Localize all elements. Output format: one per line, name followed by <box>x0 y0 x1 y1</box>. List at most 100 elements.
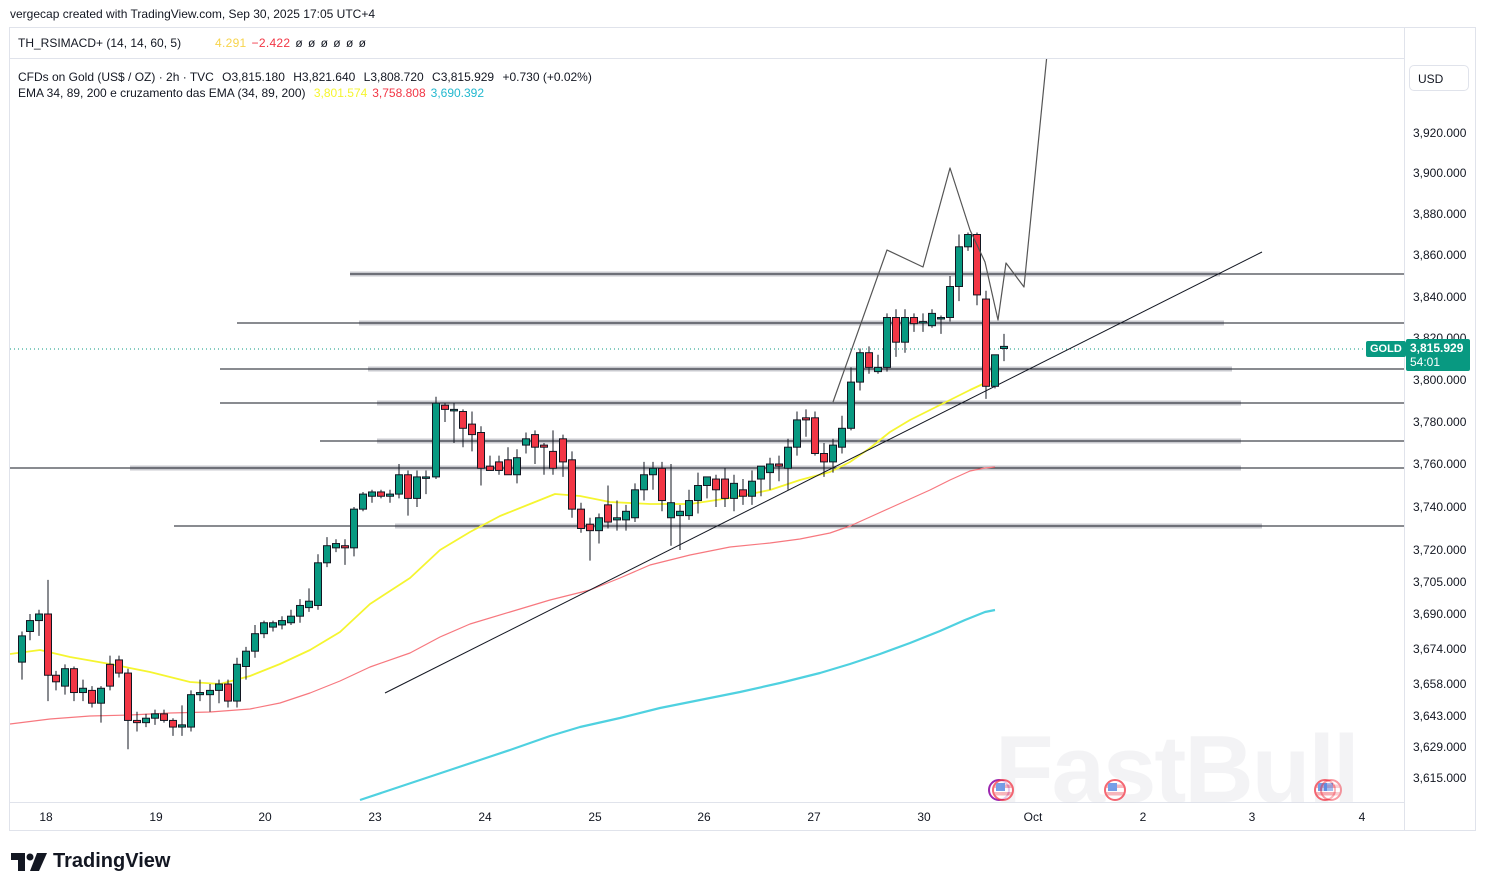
bullish-candle <box>450 408 458 412</box>
time-tick-label: 24 <box>478 810 492 824</box>
ema-title[interactable]: EMA 34, 89, 200 e cruzamento das EMA (34… <box>18 86 306 100</box>
bearish-candle <box>115 659 123 674</box>
price-tick-label: 3,920.000 <box>1413 126 1467 140</box>
ema-value: 3,801.574 <box>313 86 368 100</box>
bullish-candle <box>79 687 87 694</box>
bullish-candle <box>287 615 295 624</box>
bullish-candle <box>350 508 358 549</box>
bearish-candle <box>892 317 900 343</box>
us-flag-event-icon[interactable] <box>1320 779 1342 801</box>
indicator-value: ø <box>295 36 304 50</box>
bearish-candle <box>377 491 385 497</box>
ema-values: 3,801.574 3,758.808 3,690.392 <box>314 86 489 100</box>
bullish-candle <box>784 446 792 469</box>
bearish-candle <box>477 432 485 469</box>
bullish-candle <box>838 427 846 448</box>
tradingview-logo-icon <box>11 852 47 871</box>
price-tick-label: 3,740.000 <box>1413 500 1467 514</box>
time-tick-label: 19 <box>149 810 163 824</box>
bullish-candle <box>26 620 34 632</box>
bearish-candle <box>504 459 512 476</box>
bullish-candle <box>314 562 322 606</box>
indicator-pane[interactable]: TH_RSIMACD+ (14, 14, 60, 5) 4.291 −2.422 ø… <box>10 28 1404 59</box>
bullish-candle <box>928 312 936 327</box>
chart-credit: vergecap created with TradingView.com, S… <box>10 7 375 21</box>
bullish-candle <box>694 485 702 502</box>
price-axis-separator <box>1404 28 1405 830</box>
ema-89-line <box>10 466 996 725</box>
price-change: +0.730 (+0.02%) <box>502 70 592 84</box>
time-tick-label: 25 <box>588 810 602 824</box>
time-tick-label: 23 <box>368 810 382 824</box>
bullish-candle <box>196 692 204 696</box>
indicator-value: ø <box>320 36 329 50</box>
symbol-title[interactable]: CFDs on Gold (US$ / OZ) · 2h · TVC <box>18 70 214 84</box>
bearish-candle <box>568 459 576 510</box>
bearish-candle <box>52 674 60 683</box>
bullish-candle <box>649 467 657 476</box>
price-tick-label: 3,615.000 <box>1413 771 1467 785</box>
indicator-title[interactable]: TH_RSIMACD+ (14, 14, 60, 5) <box>18 36 182 50</box>
bullish-candle <box>856 352 864 383</box>
bullish-candle <box>513 457 521 476</box>
time-tick-label: 20 <box>258 810 272 824</box>
bullish-candle <box>522 438 530 446</box>
price-tick-label: 3,690.000 <box>1413 607 1467 621</box>
bullish-candle <box>305 600 313 609</box>
bullish-candle <box>847 381 855 429</box>
us-flag-event-icon[interactable] <box>1104 779 1126 801</box>
bullish-candle <box>187 694 195 728</box>
bullish-candle <box>233 663 241 702</box>
indicator-value: ø <box>358 36 367 50</box>
indicator-value: 4.291 <box>215 36 247 50</box>
bullish-candle <box>757 465 765 480</box>
bullish-candle <box>946 286 954 318</box>
price-tick-label: 3,629.000 <box>1413 740 1467 754</box>
bearish-candle <box>160 713 168 721</box>
bullish-candle <box>667 502 675 519</box>
price-chart-canvas[interactable] <box>10 59 1404 802</box>
time-tick-label: 30 <box>917 810 931 824</box>
bullish-candle <box>955 246 963 288</box>
bearish-candle <box>88 689 96 704</box>
bearish-candle <box>712 478 720 491</box>
ohlc-high: H3,821.640 <box>293 70 356 84</box>
bearish-candle <box>70 668 78 694</box>
ohlc-close: C3,815.929 <box>432 70 495 84</box>
price-tick-label: 3,760.000 <box>1413 457 1467 471</box>
ema-value: 3,758.808 <box>372 86 426 100</box>
time-tick-label: 4 <box>1358 810 1366 824</box>
price-tick-label: 3,643.000 <box>1413 709 1467 723</box>
bullish-candle <box>142 717 150 724</box>
bearish-candle <box>531 434 539 448</box>
bearish-candle <box>604 504 612 523</box>
bullish-candle <box>937 317 945 320</box>
ohlc-open: O3,815.180 <box>222 70 285 84</box>
time-tick-label: 2 <box>1139 810 1147 824</box>
bearish-candle <box>802 417 810 421</box>
bullish-candle <box>323 545 331 564</box>
bullish-candle <box>251 633 259 652</box>
bearish-candle <box>577 508 585 529</box>
time-tick-label: 3 <box>1248 810 1256 824</box>
bearish-candle <box>549 450 557 469</box>
bearish-candle <box>559 438 567 463</box>
bullish-candle <box>359 493 367 510</box>
time-tick-label: 27 <box>807 810 821 824</box>
bullish-candle <box>793 419 801 448</box>
bullish-candle <box>676 510 684 517</box>
bullish-candle <box>874 366 882 373</box>
currency-button[interactable]: USD <box>1409 65 1469 91</box>
bullish-candle <box>703 476 711 486</box>
ohlc-low: L3,808.720 <box>363 70 424 84</box>
symbol-price-label: GOLD <box>1366 341 1406 357</box>
us-flag-event-icon[interactable] <box>992 779 1014 801</box>
bullish-candle <box>242 650 250 667</box>
bullish-candle <box>432 402 440 478</box>
bullish-candle <box>613 517 621 521</box>
price-tick-label: 3,780.000 <box>1413 415 1467 429</box>
bullish-candle <box>829 444 837 463</box>
bearish-candle <box>739 489 747 497</box>
tradingview-logo[interactable]: TradingView <box>11 850 170 873</box>
bearish-candle <box>441 404 449 410</box>
